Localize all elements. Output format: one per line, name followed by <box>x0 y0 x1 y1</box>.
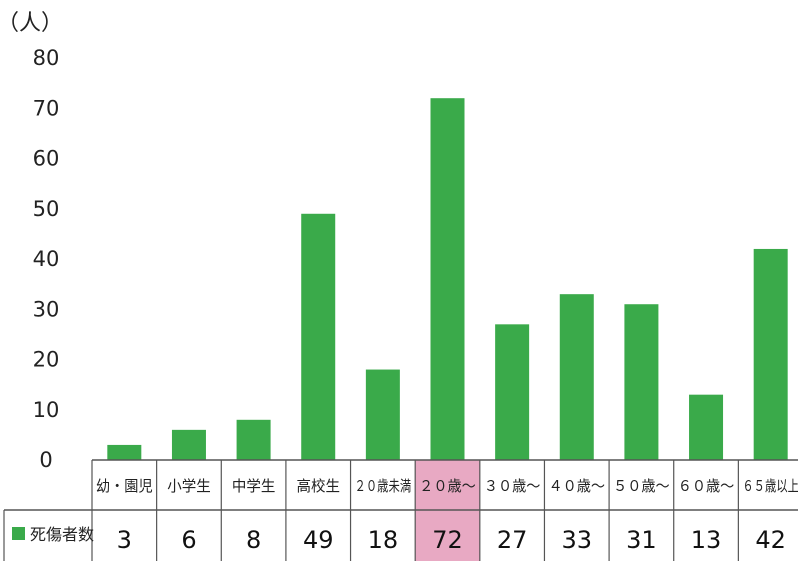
category-label: 小学生 <box>167 477 211 495</box>
y-axis-ticks: 0 10 20 30 40 50 60 70 80 <box>33 46 60 472</box>
bar <box>430 98 465 460</box>
data-label: 72 <box>432 526 463 554</box>
bar <box>365 369 400 460</box>
y-tick-label: 50 <box>33 197 60 221</box>
data-label: 33 <box>561 526 592 554</box>
y-tick-label: 10 <box>33 398 60 422</box>
category-label: ２０歳未満 <box>355 477 412 495</box>
category-label: 中学生 <box>232 477 276 495</box>
data-label: 42 <box>755 526 786 554</box>
category-label: ６５歳以上 <box>742 477 798 495</box>
data-label: 18 <box>368 526 399 554</box>
data-label: 49 <box>303 526 334 554</box>
category-label: ６０歳～ <box>678 477 735 495</box>
data-label: 6 <box>181 526 196 554</box>
y-axis-unit-label: （人） <box>0 11 63 36</box>
category-label: 高校生 <box>296 477 340 495</box>
category-label: ５０歳～ <box>613 477 670 495</box>
data-label: 8 <box>246 526 261 554</box>
bar <box>171 429 206 460</box>
y-tick-label: 0 <box>39 448 52 472</box>
legend-swatch <box>12 527 25 540</box>
category-label: ２０歳～ <box>419 477 476 495</box>
bar <box>107 444 142 460</box>
y-tick-label: 20 <box>33 348 60 372</box>
legend-label: 死傷者数 <box>30 525 94 544</box>
bars <box>107 98 788 460</box>
bar <box>753 248 788 460</box>
category-label: 幼・園児 <box>96 477 153 495</box>
bar <box>301 213 336 460</box>
y-tick-label: 30 <box>33 297 60 321</box>
y-tick-label: 60 <box>33 147 60 171</box>
category-label: ４０歳～ <box>548 477 605 495</box>
bar <box>495 324 530 460</box>
data-label: 31 <box>626 526 657 554</box>
bar <box>689 394 724 460</box>
bar <box>236 419 271 460</box>
data-label: 27 <box>497 526 528 554</box>
data-label: 13 <box>691 526 722 554</box>
data-label: 3 <box>117 526 132 554</box>
data-table: 幼・園児 3 小学生 6 中学生 8 高校生 49 ２０歳未満 18 ２０歳～ 72 ３０歳～ 27 ４０歳… <box>3 459 798 561</box>
y-tick-label: 40 <box>33 247 60 271</box>
bar <box>559 294 594 460</box>
y-tick-label: 70 <box>33 96 60 120</box>
y-tick-label: 80 <box>33 46 60 70</box>
category-label: ３０歳～ <box>484 477 541 495</box>
bar <box>624 304 659 460</box>
